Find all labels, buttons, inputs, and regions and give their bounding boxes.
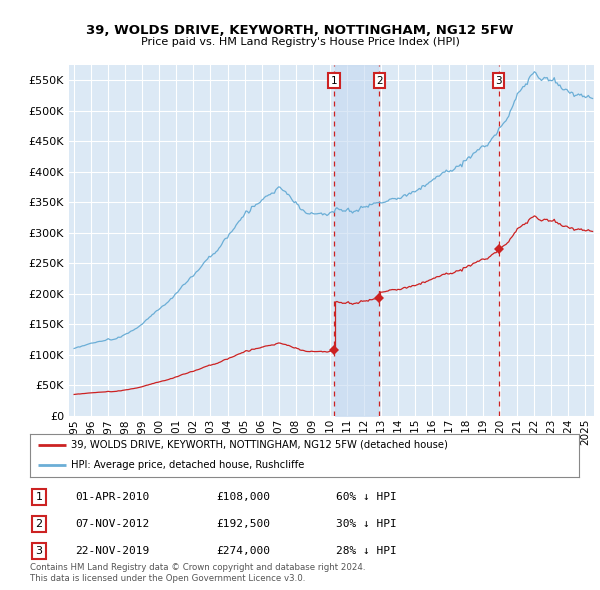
Text: HPI: Average price, detached house, Rushcliffe: HPI: Average price, detached house, Rush… xyxy=(71,460,305,470)
Text: This data is licensed under the Open Government Licence v3.0.: This data is licensed under the Open Gov… xyxy=(30,574,305,583)
Text: 28% ↓ HPI: 28% ↓ HPI xyxy=(336,546,397,556)
Text: 22-NOV-2019: 22-NOV-2019 xyxy=(75,546,149,556)
Text: 07-NOV-2012: 07-NOV-2012 xyxy=(75,519,149,529)
Text: £192,500: £192,500 xyxy=(216,519,270,529)
Text: Price paid vs. HM Land Registry's House Price Index (HPI): Price paid vs. HM Land Registry's House … xyxy=(140,37,460,47)
Text: 2: 2 xyxy=(35,519,43,529)
Text: Contains HM Land Registry data © Crown copyright and database right 2024.: Contains HM Land Registry data © Crown c… xyxy=(30,563,365,572)
Text: 30% ↓ HPI: 30% ↓ HPI xyxy=(336,519,397,529)
Text: 3: 3 xyxy=(495,76,502,86)
Text: £108,000: £108,000 xyxy=(216,492,270,502)
Text: 1: 1 xyxy=(331,76,337,86)
Text: 2: 2 xyxy=(376,76,383,86)
Text: 60% ↓ HPI: 60% ↓ HPI xyxy=(336,492,397,502)
Text: 39, WOLDS DRIVE, KEYWORTH, NOTTINGHAM, NG12 5FW: 39, WOLDS DRIVE, KEYWORTH, NOTTINGHAM, N… xyxy=(86,24,514,37)
Text: 3: 3 xyxy=(35,546,43,556)
Text: 1: 1 xyxy=(35,492,43,502)
Text: £274,000: £274,000 xyxy=(216,546,270,556)
Text: 39, WOLDS DRIVE, KEYWORTH, NOTTINGHAM, NG12 5FW (detached house): 39, WOLDS DRIVE, KEYWORTH, NOTTINGHAM, N… xyxy=(71,440,448,450)
Text: 01-APR-2010: 01-APR-2010 xyxy=(75,492,149,502)
